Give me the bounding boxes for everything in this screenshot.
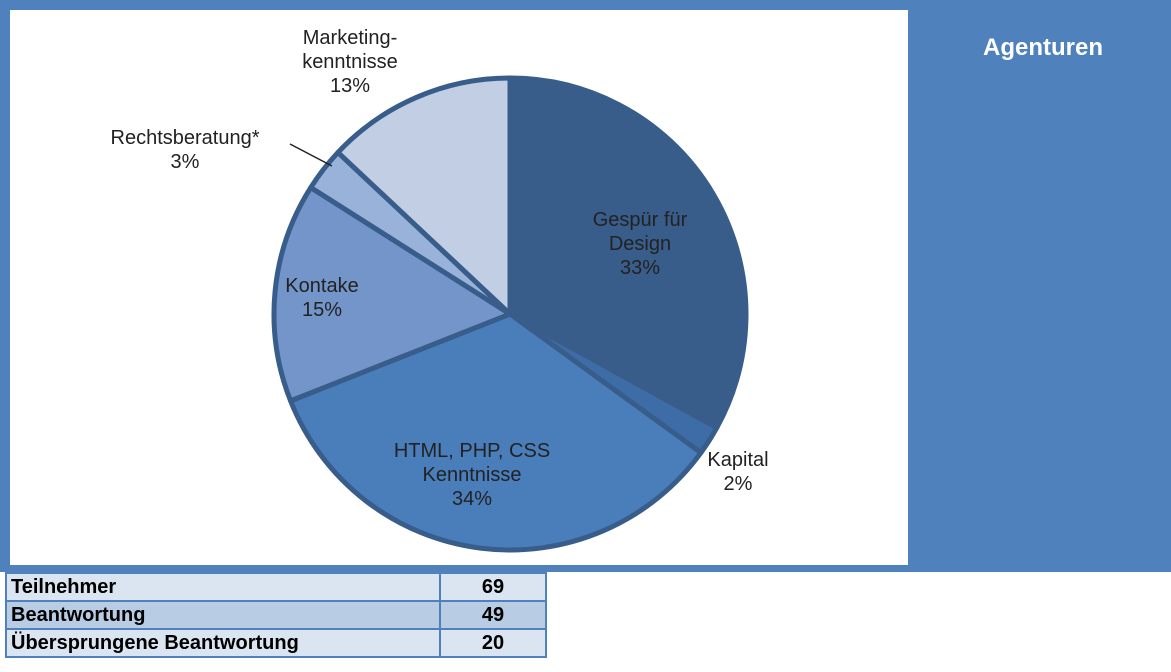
slice-label: Gespür für Design 33% — [565, 208, 715, 280]
slice-value: 15% — [301, 299, 343, 321]
table-key: Beantwortung — [5, 600, 441, 630]
slice-label: Kontake 15% — [267, 274, 377, 322]
pie-chart — [271, 75, 749, 553]
slice-label: Kapital 2% — [693, 448, 783, 496]
slice-name: Marketing-kenntnisse — [302, 27, 398, 73]
slice-value: 34% — [451, 488, 493, 510]
slice-value: 33% — [619, 257, 661, 279]
slice-label: HTML, PHP, CSS Kenntnisse 34% — [362, 439, 582, 511]
table-row: Beantwortung 49 — [5, 600, 547, 630]
slice-label: Marketing-kenntnisse 13% — [275, 26, 425, 98]
summary-table: Teilnehmer 69 Beantwortung 49 Übersprungene … — [5, 572, 547, 658]
table-row: Übersprungene Beantwortung 20 — [5, 628, 547, 658]
chart: Gespür für Design 33% Kapital 2% HTML, PHP, … — [10, 10, 908, 565]
side-title: Agenturen — [983, 34, 1103, 61]
slice-value: 13% — [329, 75, 371, 97]
table-row: Teilnehmer 69 — [5, 572, 547, 602]
table-value: 69 — [439, 572, 547, 602]
table-key: Übersprungene Beantwortung — [5, 628, 441, 658]
slice-label: Rechtsberatung* 3% — [70, 126, 300, 174]
pie-slice — [335, 75, 513, 317]
slice-value: 3% — [170, 151, 200, 173]
table-key: Teilnehmer — [5, 572, 441, 602]
slice-name: Rechtsberatung* — [110, 127, 260, 149]
slice-name: Gespür für Design — [592, 209, 688, 255]
slice-name: Kontake — [285, 275, 359, 297]
slice-name: Kapital — [707, 449, 769, 471]
pie-slice — [271, 185, 513, 404]
slice-name: HTML, PHP, CSS Kenntnisse — [393, 440, 551, 486]
slice-value: 2% — [723, 473, 753, 495]
table-value: 49 — [439, 600, 547, 630]
pie-slice — [507, 75, 749, 431]
table-value: 20 — [439, 628, 547, 658]
leader-line — [289, 143, 333, 167]
pie-slice — [288, 311, 704, 553]
